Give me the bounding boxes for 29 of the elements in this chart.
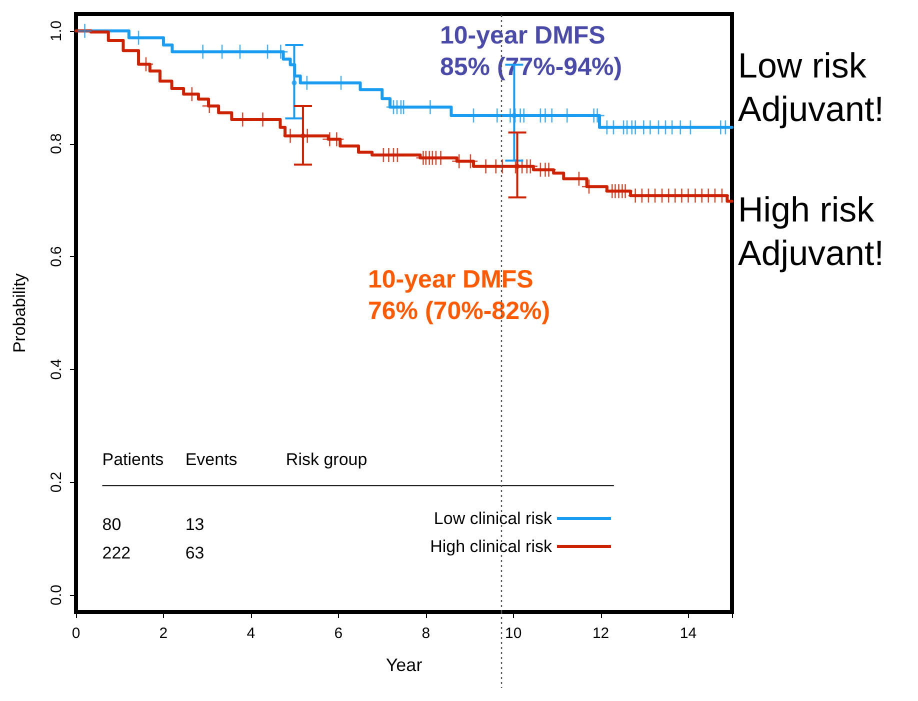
y-tick-label: 0.0: [48, 584, 65, 606]
y-tick-label: 1.0: [48, 20, 65, 42]
annotation: 222: [102, 543, 131, 562]
annotation: 80: [102, 515, 122, 534]
text: High risk Adjuvant!: [738, 190, 884, 274]
annotation: Risk group: [286, 450, 368, 470]
y-axis-title: Probability: [10, 272, 29, 353]
legend-label: High clinical risk: [430, 537, 552, 556]
x-tick-label: 2: [159, 625, 168, 642]
x-tick-label: 14: [680, 625, 697, 642]
x-axis-title: Year: [386, 655, 422, 675]
y-tick-label: 0.8: [48, 133, 65, 154]
annotation: 10-year DMFS 85% (77%-94%): [440, 22, 622, 81]
annotation: 63: [185, 543, 204, 562]
y-tick-label: 0.2: [48, 472, 65, 493]
annotation: Events: [185, 450, 238, 470]
x-tick-label: 12: [592, 625, 610, 642]
y-tick-label: 0.6: [48, 246, 65, 268]
annotation: 13: [185, 515, 204, 534]
legend-label: Low clinical risk: [434, 509, 552, 528]
x-tick-label: 4: [246, 625, 256, 642]
y-tick-label: 0.4: [48, 358, 65, 380]
x-tick-label: 8: [422, 625, 430, 642]
annotation: Patients: [102, 450, 164, 470]
x-tick-label: 10: [504, 625, 522, 642]
x-tick-label: 6: [334, 625, 343, 642]
x-tick-label: 0: [72, 625, 80, 642]
text: Low risk Adjuvant!: [738, 46, 884, 130]
annotation: 10-year DMFS 76% (70%-82%): [368, 266, 550, 325]
